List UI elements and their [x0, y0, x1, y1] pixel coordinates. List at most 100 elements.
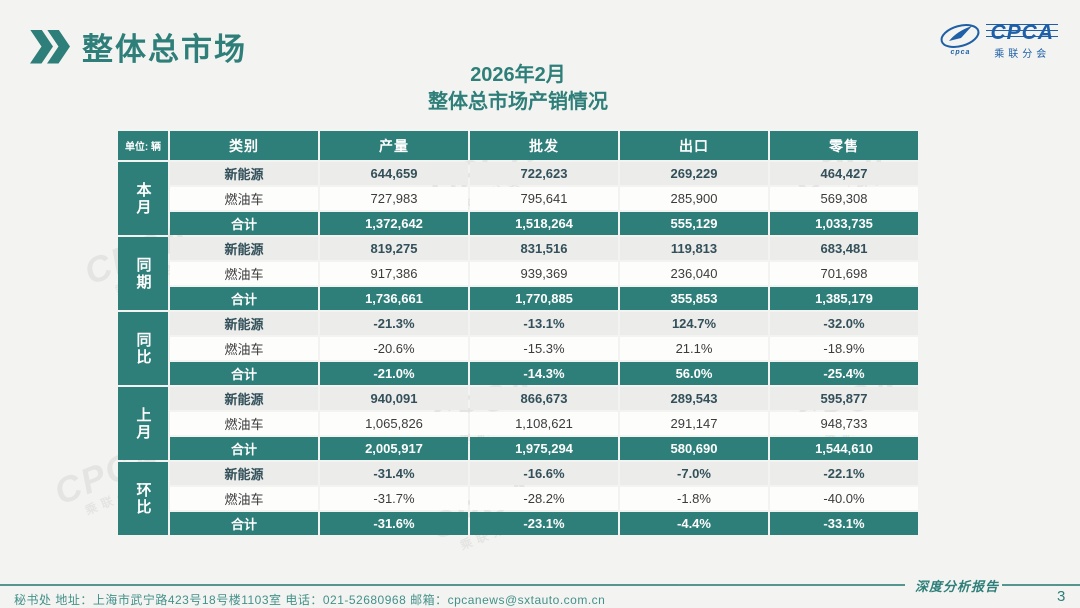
- cpca-logo: cpca CPCA 乘联分会: [939, 22, 1058, 60]
- table-cell: 795,641: [470, 187, 618, 210]
- page-title: 整体总市场: [82, 32, 247, 67]
- table-cell: 1,108,621: [470, 412, 618, 435]
- table-cell: -1.8%: [620, 487, 768, 510]
- table-title-line1: 2026年2月: [470, 64, 566, 86]
- table-cell: 1,385,179: [770, 287, 918, 310]
- table-cell: 289,543: [620, 387, 768, 410]
- table-cell: -31.7%: [320, 487, 468, 510]
- table-cell: 1,518,264: [470, 212, 618, 235]
- table-cell: -21.0%: [320, 362, 468, 385]
- table-cell: 1,372,642: [320, 212, 468, 235]
- chevron-right-icon: [30, 29, 53, 64]
- row-category: 合计: [170, 437, 318, 460]
- footer-address: 秘书处 地址：上海市武宁路423号18号楼1103室 电话：021-526809…: [14, 593, 606, 607]
- group-label-3: 上月: [118, 387, 168, 460]
- table-cell: -7.0%: [620, 462, 768, 485]
- table-cell: 21.1%: [620, 337, 768, 360]
- row-category: 新能源: [170, 462, 318, 485]
- table-cell: 269,229: [620, 162, 768, 185]
- table-cell: -31.6%: [320, 512, 468, 535]
- cpca-subtitle: 乘联分会: [994, 49, 1051, 60]
- row-category: 新能源: [170, 237, 318, 260]
- table-cell: 236,040: [620, 262, 768, 285]
- row-category: 合计: [170, 287, 318, 310]
- page-number: 3: [1057, 588, 1066, 605]
- table-cell: -20.6%: [320, 337, 468, 360]
- column-header-1: 产量: [320, 131, 468, 160]
- row-category: 新能源: [170, 387, 318, 410]
- table-cell: -21.3%: [320, 312, 468, 335]
- column-header-2: 批发: [470, 131, 618, 160]
- table-cell: 917,386: [320, 262, 468, 285]
- market-table: 单位: 辆类别 产量 批发 出口 零售 本月 新能源 644,659 722,623 269,22…: [118, 131, 918, 535]
- table-cell: -23.1%: [470, 512, 618, 535]
- table-cell: 722,623: [470, 162, 618, 185]
- group-label-4: 环比: [118, 462, 168, 535]
- row-category: 燃油车: [170, 337, 318, 360]
- table-cell: 124.7%: [620, 312, 768, 335]
- column-header-4: 零售: [770, 131, 918, 160]
- table-cell: 644,659: [320, 162, 468, 185]
- row-category: 合计: [170, 212, 318, 235]
- table-cell: 1,736,661: [320, 287, 468, 310]
- table-cell: 866,673: [470, 387, 618, 410]
- row-category: 燃油车: [170, 412, 318, 435]
- table-cell: 1,544,610: [770, 437, 918, 460]
- table-cell: -40.0%: [770, 487, 918, 510]
- table-cell: 555,129: [620, 212, 768, 235]
- group-label-2: 同比: [118, 312, 168, 385]
- table-cell: 1,065,826: [320, 412, 468, 435]
- footer-divider-right: [1002, 584, 1080, 586]
- table-cell: -25.4%: [770, 362, 918, 385]
- group-label-0: 本月: [118, 162, 168, 235]
- table-cell: 683,481: [770, 237, 918, 260]
- table-cell: 56.0%: [620, 362, 768, 385]
- row-category: 合计: [170, 362, 318, 385]
- column-header-3: 出口: [620, 131, 768, 160]
- group-label-1: 同期: [118, 237, 168, 310]
- table-title-line2: 整体总市场产销情况: [428, 91, 608, 113]
- row-category: 燃油车: [170, 262, 318, 285]
- unit-label: 单位: 辆: [118, 131, 168, 160]
- table-cell: 355,853: [620, 287, 768, 310]
- table-cell: 595,877: [770, 387, 918, 410]
- table-cell: 727,983: [320, 187, 468, 210]
- table-cell: 580,690: [620, 437, 768, 460]
- table-cell: 701,698: [770, 262, 918, 285]
- table-cell: 2,005,917: [320, 437, 468, 460]
- cpca-script-text: cpca: [950, 49, 971, 56]
- cpca-logo-text: CPCA 乘联分会: [986, 22, 1058, 60]
- table-cell: -28.2%: [470, 487, 618, 510]
- table-cell: -22.1%: [770, 462, 918, 485]
- report-type-label: 深度分析报告: [915, 579, 1000, 594]
- table-cell: 819,275: [320, 237, 468, 260]
- chevron-right-icon: [47, 29, 70, 64]
- table-cell: 569,308: [770, 187, 918, 210]
- table-cell: -33.1%: [770, 512, 918, 535]
- table-cell: 285,900: [620, 187, 768, 210]
- table-cell: 940,091: [320, 387, 468, 410]
- table-cell: -18.9%: [770, 337, 918, 360]
- table-cell: 119,813: [620, 237, 768, 260]
- row-category: 燃油车: [170, 487, 318, 510]
- table-cell: -16.6%: [470, 462, 618, 485]
- table-cell: 464,427: [770, 162, 918, 185]
- column-header-0: 类别: [170, 131, 318, 160]
- row-category: 燃油车: [170, 187, 318, 210]
- table-cell: -31.4%: [320, 462, 468, 485]
- table-cell: 1,975,294: [470, 437, 618, 460]
- footer-divider-left: [0, 584, 905, 586]
- table-cell: -14.3%: [470, 362, 618, 385]
- table-cell: -13.1%: [470, 312, 618, 335]
- table-cell: 948,733: [770, 412, 918, 435]
- cpca-wordmark: CPCA: [986, 22, 1058, 44]
- row-category: 合计: [170, 512, 318, 535]
- table-cell: 1,770,885: [470, 287, 618, 310]
- table-cell: -32.0%: [770, 312, 918, 335]
- table-cell: -15.3%: [470, 337, 618, 360]
- table-cell: 291,147: [620, 412, 768, 435]
- table-cell: 1,033,735: [770, 212, 918, 235]
- table-title: 2026年2月 整体总市场产销情况: [118, 62, 918, 116]
- table-cell: 939,369: [470, 262, 618, 285]
